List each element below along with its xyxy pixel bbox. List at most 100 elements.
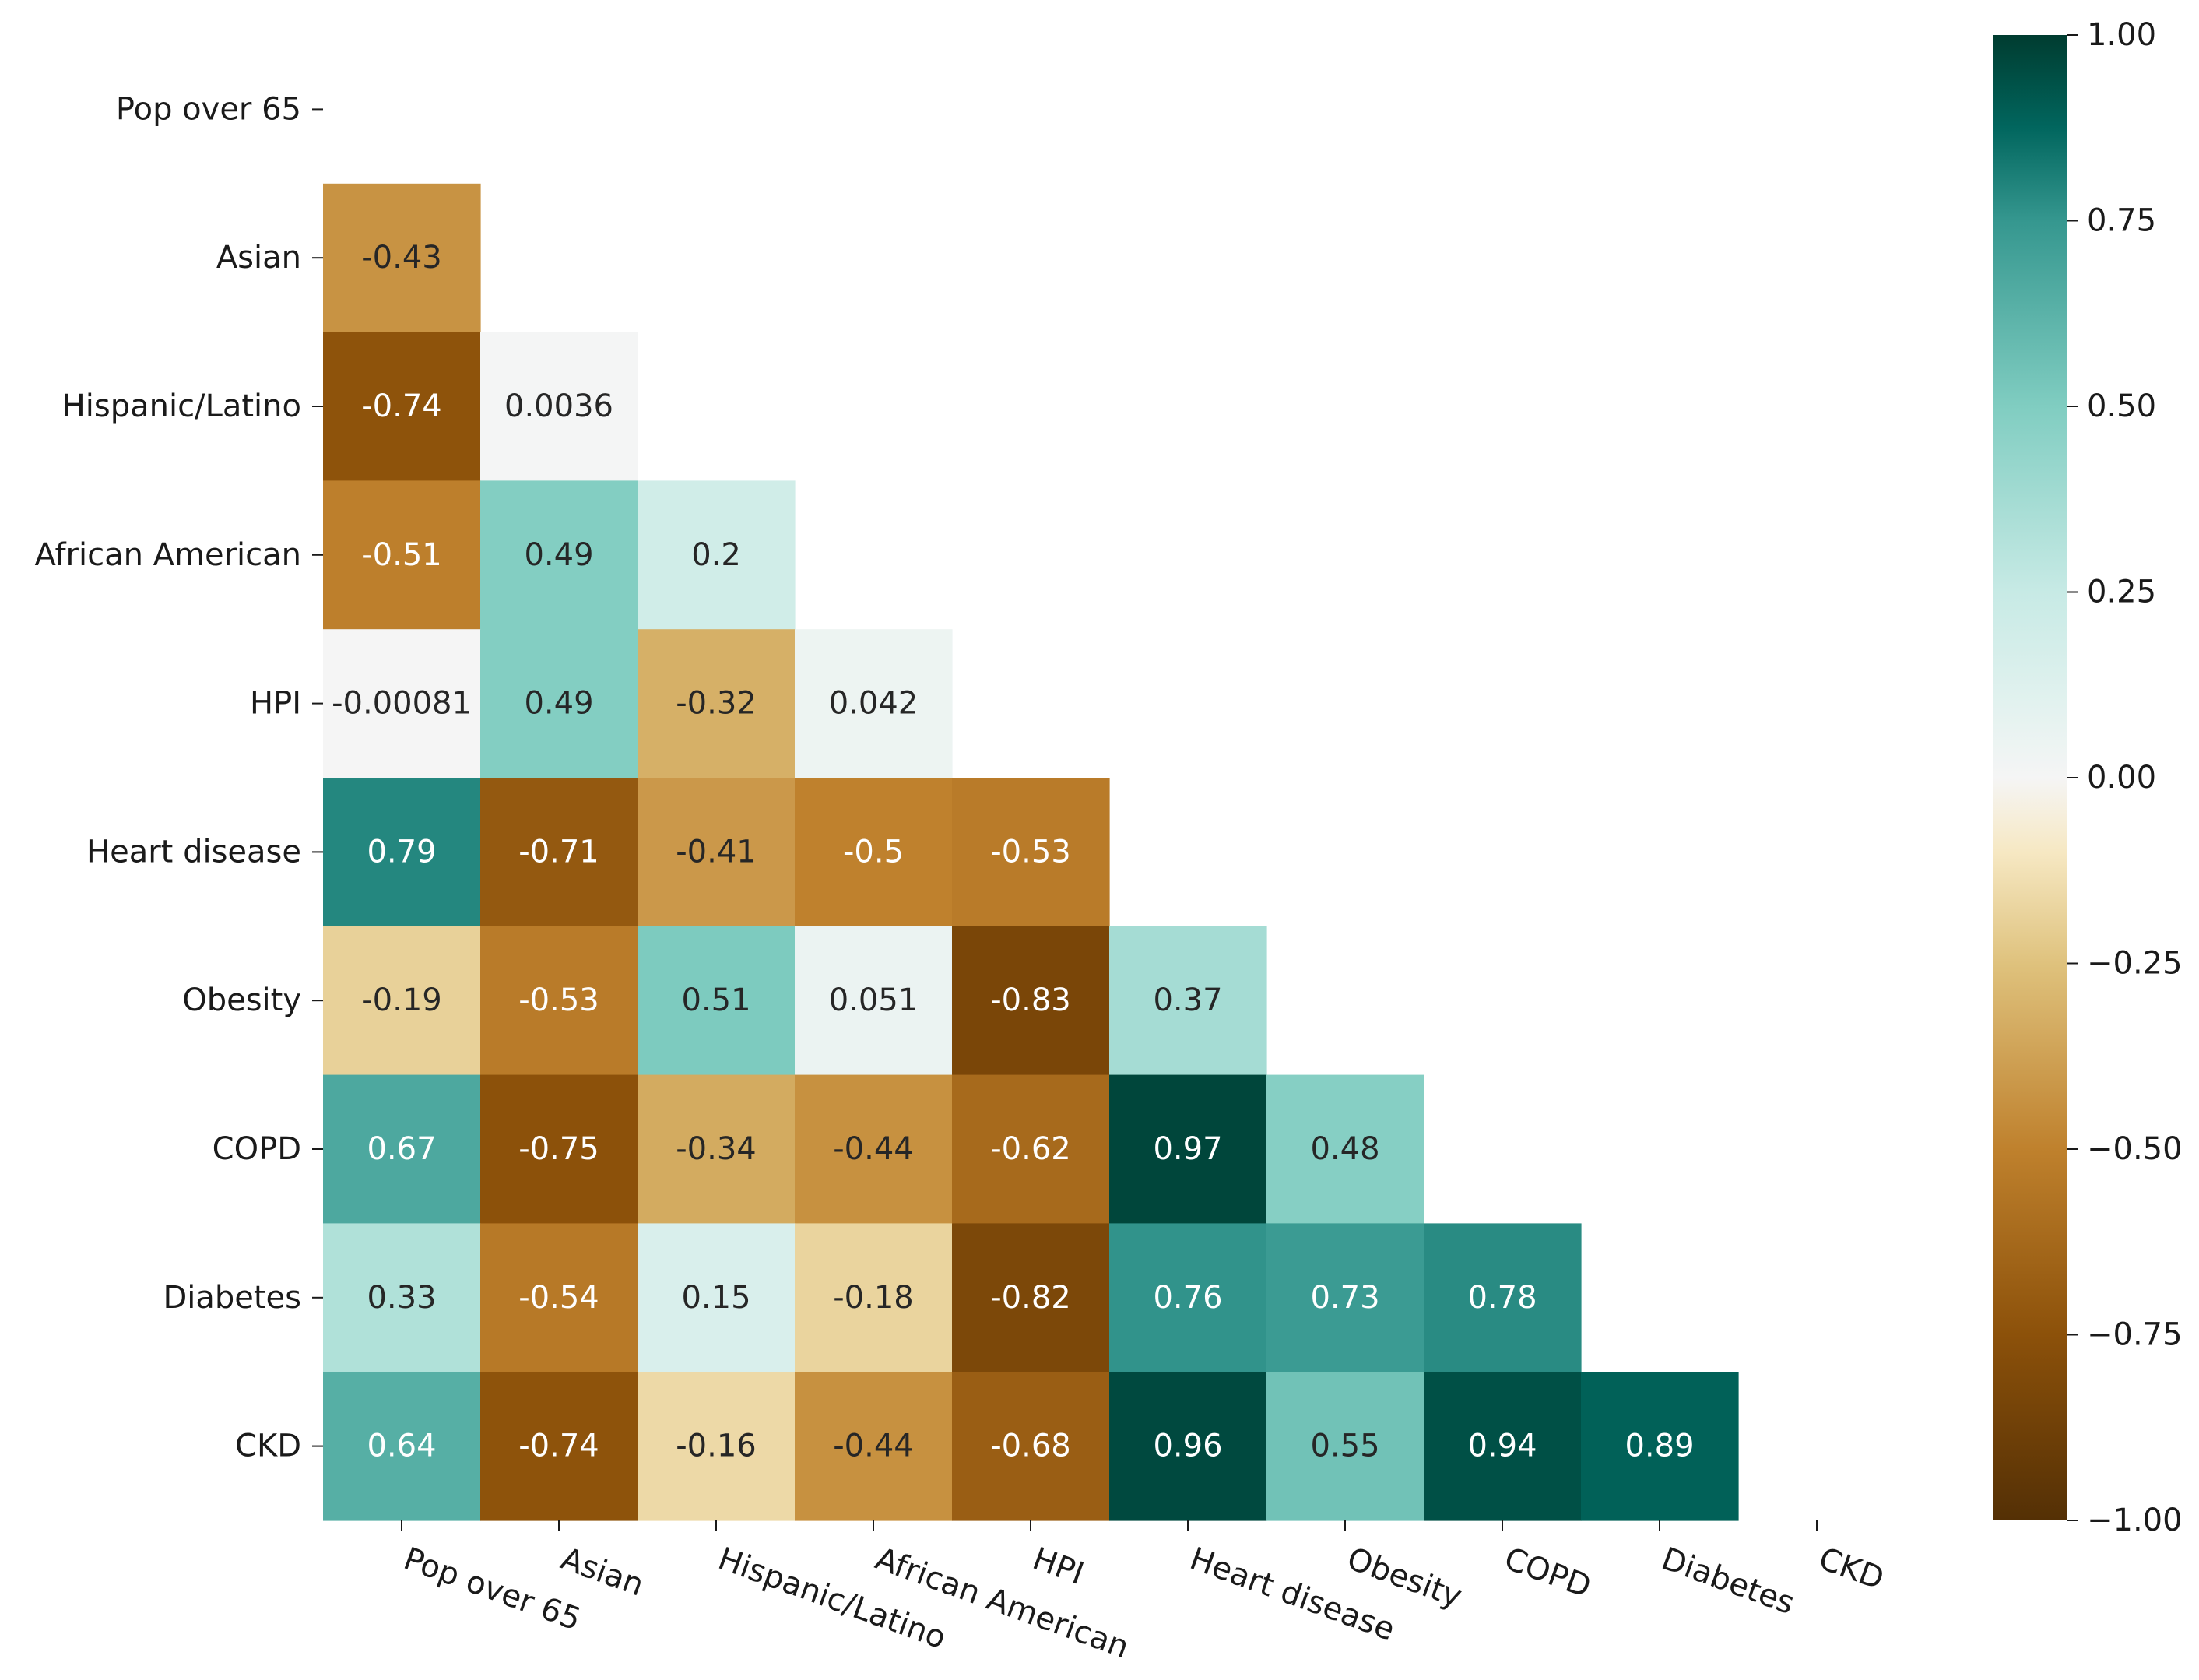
cell-value-label: -0.82 xyxy=(990,1280,1071,1316)
cell-value-label: 0.48 xyxy=(1310,1131,1379,1167)
cell-value-label: 0.051 xyxy=(829,982,919,1018)
cell-value-label: -0.00081 xyxy=(332,686,472,722)
heatmap-cell xyxy=(952,778,1110,927)
heatmap-cell xyxy=(480,1223,638,1372)
cell-value-label: 0.37 xyxy=(1153,982,1222,1018)
colorbar-tick-label: −0.50 xyxy=(2087,1131,2183,1167)
y-axis: Pop over 65 Asian Hispanic/Latino African A… xyxy=(35,91,323,1464)
cell-value-label: 0.49 xyxy=(524,686,593,722)
heatmap-cell xyxy=(952,926,1110,1076)
heatmap-cell xyxy=(480,332,638,481)
cell-value-label: -0.34 xyxy=(676,1131,757,1167)
heatmap-cell xyxy=(795,778,953,927)
cell-value-label: 0.55 xyxy=(1310,1429,1379,1464)
heatmap-cell xyxy=(1424,1372,1582,1521)
cell-value-label: 0.0036 xyxy=(504,388,613,424)
colorbar-tick-label: 1.00 xyxy=(2087,17,2156,53)
heatmap-cell xyxy=(480,629,638,778)
heatmap-cell xyxy=(795,629,953,778)
heatmap-cell xyxy=(323,332,481,481)
heatmap-cell xyxy=(795,1372,953,1521)
heatmap-cell xyxy=(952,1074,1110,1224)
colorbar-tick-label: −1.00 xyxy=(2087,1503,2183,1538)
y-tick-label: HPI xyxy=(250,686,301,722)
colorbar-tick-label: 0.75 xyxy=(2087,203,2156,239)
cell-value-label: -0.43 xyxy=(361,240,442,276)
heatmap-cell xyxy=(1266,1223,1424,1372)
heatmap-cell xyxy=(1266,1372,1424,1521)
cell-value-label: -0.71 xyxy=(518,834,599,870)
y-tick-label: Asian xyxy=(216,240,301,276)
x-tick-label: African American xyxy=(871,1541,1134,1665)
x-tick-label: CKD xyxy=(1814,1541,1889,1597)
cell-value-label: -0.41 xyxy=(676,834,757,870)
heatmap-cell xyxy=(323,629,481,778)
x-tick-label: Pop over 65 xyxy=(399,1541,585,1638)
heatmap-cell xyxy=(952,1372,1110,1521)
heatmap-cell xyxy=(480,778,638,927)
cell-value-label: 0.73 xyxy=(1310,1280,1379,1316)
heatmap-cell xyxy=(795,926,953,1076)
heatmap-cell xyxy=(952,1223,1110,1372)
heatmap-cell xyxy=(480,1074,638,1224)
heatmap-cell xyxy=(638,926,796,1076)
cell-value-label: -0.16 xyxy=(676,1429,757,1464)
y-tick-label: CKD xyxy=(235,1429,301,1464)
cell-value-label: -0.5 xyxy=(843,834,904,870)
heatmap-cell xyxy=(1109,1223,1267,1372)
cell-value-label: -0.51 xyxy=(361,537,442,573)
heatmap-cell xyxy=(1109,926,1267,1076)
heatmap-cell xyxy=(323,480,481,630)
y-tick-label: COPD xyxy=(213,1131,301,1167)
heatmap-cell xyxy=(323,1223,481,1372)
cell-value-label: 0.67 xyxy=(367,1131,436,1167)
heatmap-cell xyxy=(638,1223,796,1372)
cell-value-label: -0.83 xyxy=(990,982,1071,1018)
y-tick-label: Hispanic/Latino xyxy=(62,388,301,424)
cell-value-label: -0.18 xyxy=(833,1280,914,1316)
cell-value-label: -0.62 xyxy=(990,1131,1071,1167)
colorbar-gradient xyxy=(1993,35,2067,1520)
x-tick-label: Diabetes xyxy=(1657,1541,1800,1622)
heatmap-cell xyxy=(480,480,638,630)
colorbar-ticks: 1.00 0.75 0.50 0.25 0.00 −0.25 −0.50 −0.75 −1.00 xyxy=(2067,17,2183,1538)
cell-value-label: 0.79 xyxy=(367,834,436,870)
heatmap-cell xyxy=(323,183,481,333)
cell-value-label: -0.74 xyxy=(361,388,442,424)
heatmap-cell xyxy=(1581,1372,1739,1521)
x-tick-label: HPI xyxy=(1028,1541,1089,1592)
heatmap-cell xyxy=(638,1074,796,1224)
cell-value-label: 0.76 xyxy=(1153,1280,1222,1316)
heatmap-cell xyxy=(638,1372,796,1521)
heatmap-cell xyxy=(1266,1074,1424,1224)
heatmap-cell xyxy=(323,1372,481,1521)
cell-value-label: -0.19 xyxy=(361,982,442,1018)
heatmap-cell xyxy=(480,1372,638,1521)
heatmap-cell xyxy=(323,926,481,1076)
cell-value-label: 0.2 xyxy=(691,537,741,573)
cell-value-label: 0.51 xyxy=(681,982,750,1018)
heatmap-cell xyxy=(480,926,638,1076)
heatmap-cell xyxy=(638,778,796,927)
y-tick-label: Heart disease xyxy=(86,834,301,870)
cell-value-label: -0.54 xyxy=(518,1280,599,1316)
heatmap-cell xyxy=(795,1074,953,1224)
cell-value-label: -0.75 xyxy=(518,1131,599,1167)
y-tick-label: Pop over 65 xyxy=(116,91,301,127)
colorbar-tick-label: 0.25 xyxy=(2087,575,2156,610)
cell-value-label: 0.97 xyxy=(1153,1131,1222,1167)
cell-value-label: -0.53 xyxy=(518,982,599,1018)
cell-value-label: 0.78 xyxy=(1467,1280,1537,1316)
cell-value-label: 0.94 xyxy=(1467,1429,1537,1464)
heatmap-cell xyxy=(1109,1074,1267,1224)
y-tick-label: African American xyxy=(35,537,302,573)
heatmap-cell xyxy=(323,778,481,927)
y-tick-label: Diabetes xyxy=(163,1280,301,1316)
cell-value-label: 0.96 xyxy=(1153,1429,1222,1464)
x-tick-label: COPD xyxy=(1500,1541,1596,1604)
heatmap-cell xyxy=(638,480,796,630)
heatmap-cell xyxy=(323,1074,481,1224)
heatmap-cell xyxy=(795,1223,953,1372)
